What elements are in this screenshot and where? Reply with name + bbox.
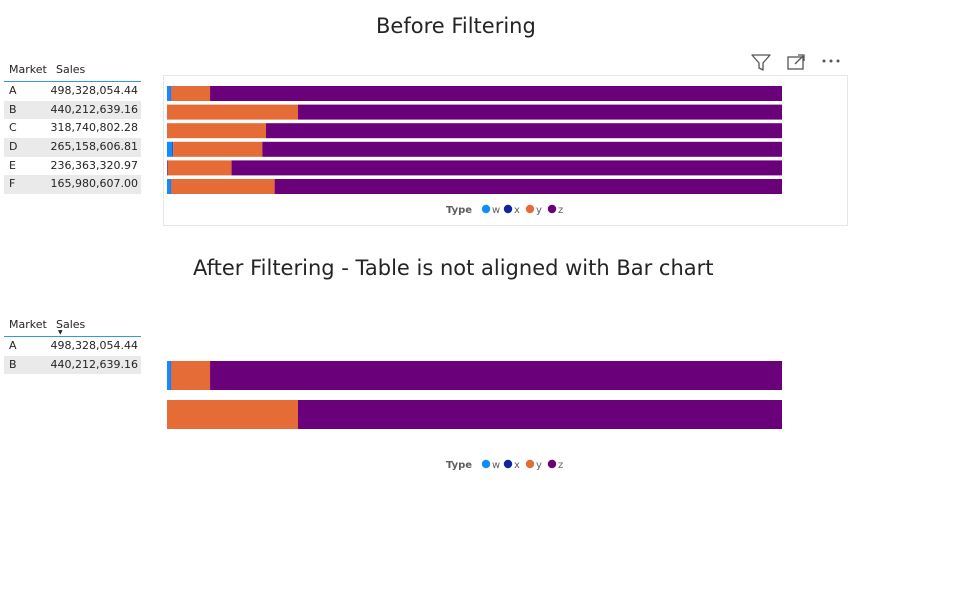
sales-cell: 498,328,054.44	[50, 84, 138, 97]
bar-segment-A-w[interactable]	[167, 86, 171, 101]
table-row[interactable]: B 440,212,639.16	[4, 100, 141, 120]
bar-segment-D-z[interactable]	[262, 141, 782, 157]
sales-cell: 498,328,054.44	[50, 339, 138, 352]
market-cell: A	[9, 339, 17, 352]
table-row[interactable]: B 440,212,639.16	[4, 355, 141, 375]
bar-segment-C-y[interactable]	[167, 123, 267, 139]
market-cell: D	[9, 140, 18, 154]
before-filtering-title: Before Filtering	[376, 14, 536, 38]
bar-segment-B-y[interactable]	[167, 104, 298, 120]
table-row[interactable]: F 165,980,607.00	[4, 175, 141, 195]
market-cell: A	[9, 84, 17, 97]
sales-table-before: Market Sales A 498,328,054.44 B 440,212,63…	[4, 60, 141, 195]
sales-cell: 165,980,607.00	[50, 177, 138, 191]
focus-mode-icon[interactable]	[786, 52, 806, 72]
table-row[interactable]: A 498,328,054.44	[4, 82, 141, 101]
legend-title: Type	[446, 205, 472, 216]
sales-table-after: Market Sales ▼ A 498,328,054.44 B 440,212,…	[4, 315, 141, 375]
column-header-market[interactable]: Market	[9, 63, 47, 76]
filter-icon[interactable]	[750, 52, 771, 72]
market-cell: B	[9, 102, 17, 116]
bar-segment-A-z[interactable]	[210, 86, 783, 101]
sales-cell: 265,158,606.81	[50, 140, 138, 154]
bar-segment-E-z[interactable]	[231, 160, 782, 176]
bar-segment-F-y[interactable]	[171, 179, 275, 194]
bar-segment-D-y[interactable]	[173, 141, 263, 157]
legend-marker-y[interactable]	[525, 204, 535, 214]
table-row[interactable]: D 265,158,606.81	[4, 138, 141, 157]
column-header-sales[interactable]: Sales	[56, 63, 86, 76]
table-row[interactable]: C 318,740,802.28	[4, 119, 141, 138]
bar-segment-D-w[interactable]	[167, 141, 173, 157]
column-header-sales[interactable]: Sales	[56, 318, 86, 331]
table-header-row: Market Sales ▼	[4, 315, 141, 337]
legend-marker-x[interactable]	[503, 204, 513, 214]
legend-label-w[interactable]: w	[492, 205, 500, 216]
table-row[interactable]: E 236,363,320.97	[4, 157, 141, 176]
table-header-row: Market Sales	[4, 60, 141, 82]
bar-segment-F-z[interactable]	[274, 179, 783, 194]
bar-segment-F-w[interactable]	[167, 179, 171, 194]
bar-segment-C-z[interactable]	[266, 123, 782, 139]
bar-segment-F-x[interactable]	[170, 179, 172, 194]
sales-cell: 236,363,320.97	[50, 158, 138, 172]
visual-header	[750, 52, 845, 72]
market-cell: E	[9, 158, 16, 172]
sales-cell: 318,740,802.28	[50, 121, 138, 135]
market-cell: C	[9, 121, 17, 135]
legend-label-x[interactable]: x	[514, 205, 520, 216]
market-cell: F	[9, 177, 16, 191]
legend-marker-z[interactable]	[547, 204, 557, 214]
bar-segment-A-x[interactable]	[170, 86, 172, 101]
column-header-market[interactable]: Market	[9, 318, 47, 331]
table-row[interactable]: A 498,328,054.44	[4, 337, 141, 356]
legend-label-y[interactable]: y	[536, 205, 542, 216]
sort-descending-icon: ▼	[58, 329, 63, 336]
legend-label-z[interactable]: z	[558, 205, 563, 216]
sales-cell: 440,212,639.16	[50, 357, 138, 371]
legend-marker-w[interactable]	[481, 204, 491, 214]
bar-segment-A-y[interactable]	[171, 86, 211, 101]
bar-segment-B-z[interactable]	[298, 104, 782, 120]
more-options-icon[interactable]	[821, 52, 841, 72]
bar-segment-E-x[interactable]	[167, 160, 168, 176]
market-cell: B	[9, 357, 17, 371]
bar-segment-D-x[interactable]	[172, 141, 174, 157]
sales-cell: 440,212,639.16	[50, 102, 138, 116]
after-filtering-title: After Filtering - Table is not aligned w…	[193, 256, 714, 280]
bar-segment-E-y[interactable]	[167, 160, 232, 176]
